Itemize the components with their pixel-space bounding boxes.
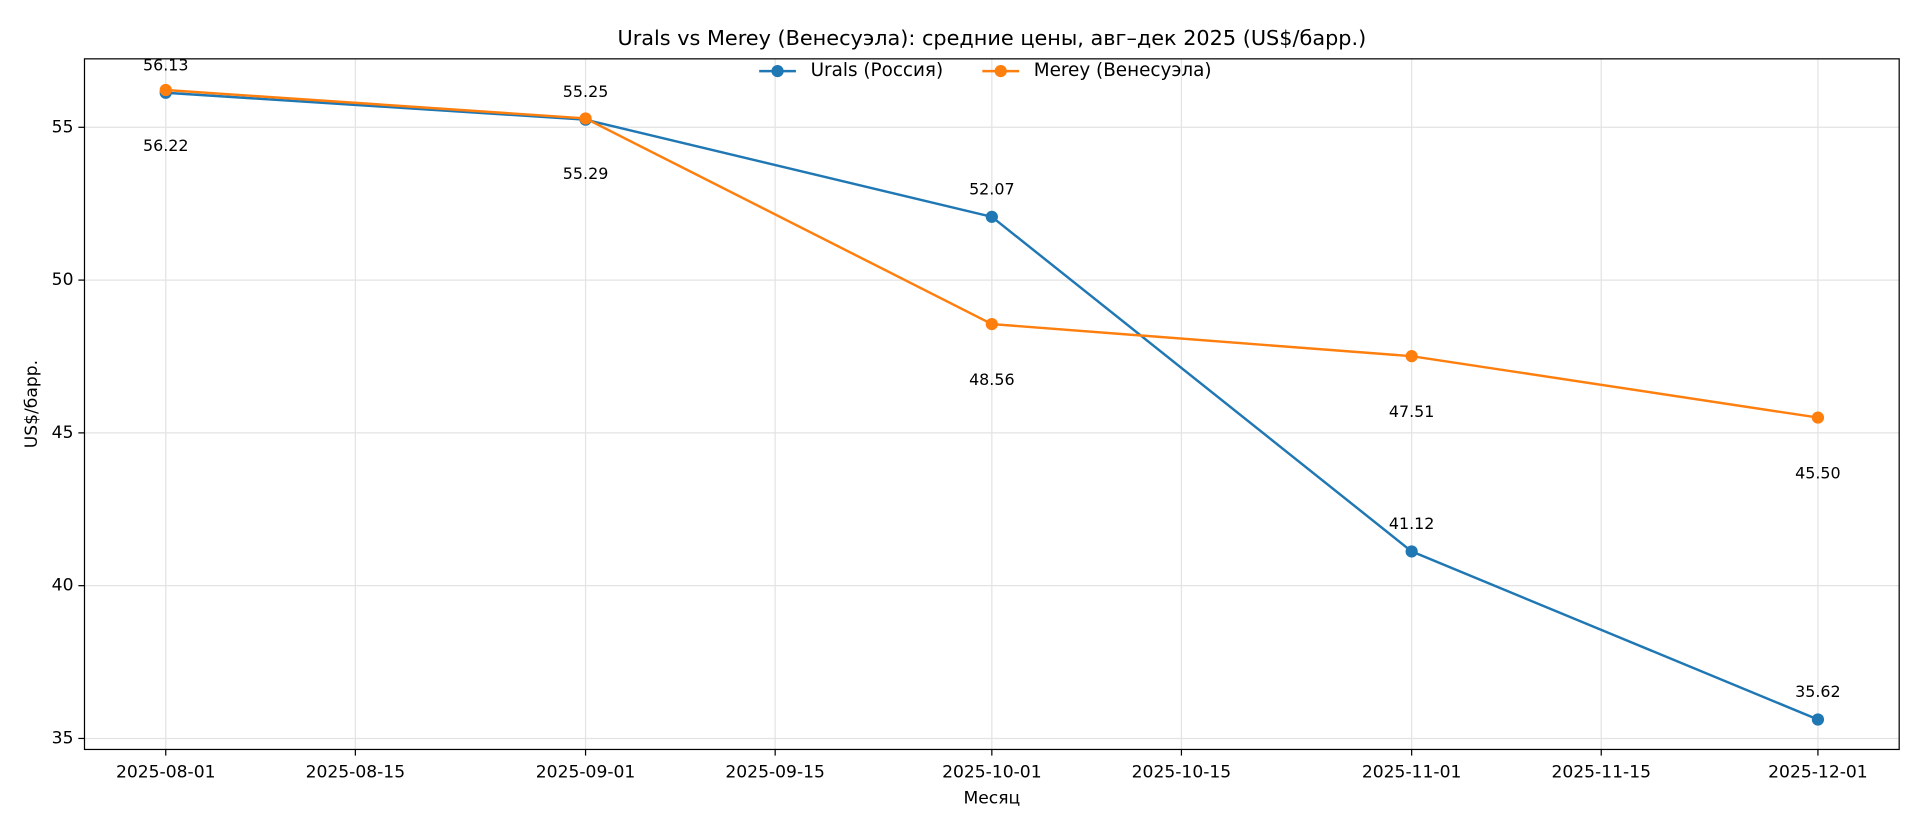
y-tick-label: 55 — [52, 117, 74, 137]
y-tick-label: 45 — [52, 423, 74, 443]
background — [0, 7, 1920, 816]
value-label: 48.56 — [969, 370, 1015, 389]
point — [1811, 411, 1825, 424]
x-tick-label: 2025-11-15 — [1551, 763, 1651, 783]
legend-marker — [771, 64, 784, 78]
x-tick-label: 2025-09-15 — [725, 763, 825, 783]
y-axis-label: US$/барр. — [22, 360, 42, 448]
x-tick-label: 2025-09-01 — [536, 763, 636, 783]
y-tick-label: 35 — [52, 728, 74, 748]
x-tick-label: 2025-12-01 — [1768, 763, 1868, 783]
value-label: 35.62 — [1795, 682, 1841, 701]
value-label: 55.25 — [563, 82, 609, 101]
y-tick-label: 50 — [52, 270, 74, 290]
point — [579, 112, 592, 125]
point — [1405, 545, 1418, 558]
legend-marker — [994, 64, 1007, 78]
chart-title: Urals vs Merey (Венесуэла): средние цены… — [617, 26, 1366, 50]
y-tick-label: 40 — [52, 576, 74, 596]
plot-frame — [83, 58, 1900, 751]
value-label: 41.12 — [1389, 514, 1435, 533]
point — [159, 83, 172, 97]
legend-label: Urals (Россия) — [811, 60, 944, 81]
x-tick-label: 2025-10-15 — [1132, 763, 1232, 783]
x-axis-label: Месяц — [963, 788, 1020, 808]
x-tick-label: 2025-08-15 — [306, 763, 406, 783]
value-label: 56.22 — [143, 136, 189, 155]
point — [985, 317, 998, 331]
point — [1811, 713, 1825, 726]
value-label: 55.29 — [563, 164, 609, 183]
legend-label: Merey (Венесуэла) — [1034, 60, 1212, 81]
value-label: 45.50 — [1795, 463, 1841, 482]
point — [985, 210, 998, 223]
point — [1405, 350, 1418, 363]
value-label: 56.13 — [143, 55, 189, 74]
value-label: 52.07 — [969, 179, 1015, 198]
x-tick-label: 2025-10-01 — [942, 763, 1042, 783]
x-tick-label: 2025-08-01 — [116, 763, 216, 783]
x-tick-label: 2025-11-01 — [1362, 763, 1462, 783]
value-label: 47.51 — [1389, 402, 1435, 421]
